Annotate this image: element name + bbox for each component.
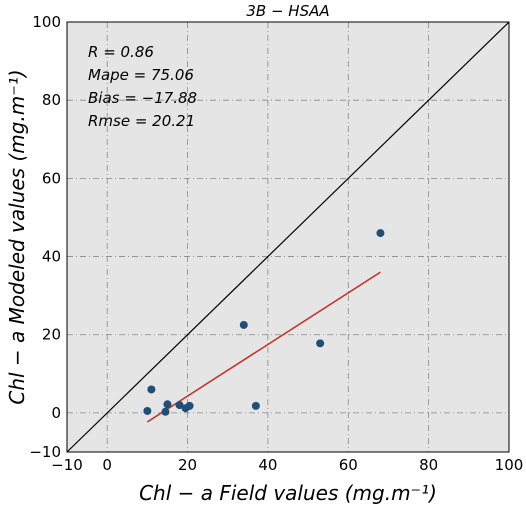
fit-line xyxy=(146,271,381,423)
x-tick-label-4: 60 xyxy=(339,456,358,474)
data-point-6 xyxy=(185,401,194,410)
x-tick-label-2: 20 xyxy=(178,456,197,474)
chart-title: 3B − HSAA xyxy=(246,2,329,20)
data-point-4 xyxy=(175,401,184,410)
y-tick-label-1: 0 xyxy=(51,404,61,422)
stat-line-3: Rmse = 20.21 xyxy=(88,112,195,130)
data-point-1 xyxy=(147,385,156,394)
data-point-2 xyxy=(161,407,170,416)
x-tick-label-5: 80 xyxy=(419,456,438,474)
y-tick-label-6: 100 xyxy=(32,13,61,31)
stats-box: R = 0.86 Mape = 75.06 Bias = −17.88 Rmse = … xyxy=(88,43,197,130)
data-point-7 xyxy=(239,320,248,329)
y-tick-label-5: 80 xyxy=(42,91,61,109)
y-tick-label-4: 60 xyxy=(42,169,61,187)
plot-frame xyxy=(66,21,510,453)
x-tick-label-3: 40 xyxy=(258,456,277,474)
x-tick-label-6: 100 xyxy=(495,456,524,474)
x-tick-label-0: −10 xyxy=(51,456,83,474)
x-axis-label: Chl − a Field values (mg.m⁻¹) xyxy=(139,481,437,505)
x-tick-label-1: 0 xyxy=(102,456,112,474)
data-point-8 xyxy=(251,401,260,410)
data-point-0 xyxy=(143,406,152,415)
data-point-3 xyxy=(163,400,172,409)
y-tick-label-3: 40 xyxy=(42,248,61,266)
data-point-9 xyxy=(316,339,325,348)
y-tick-label-2: 20 xyxy=(42,326,61,344)
y-axis-label: Chl − a Modeled values (mg.m⁻¹) xyxy=(5,69,29,404)
data-points xyxy=(143,229,385,416)
data-point-10 xyxy=(376,229,385,238)
stat-line-1: Mape = 75.06 xyxy=(88,66,194,84)
identity-line xyxy=(66,21,510,453)
stat-line-2: Bias = −17.88 xyxy=(88,89,197,107)
chart-lines xyxy=(66,21,510,453)
stat-line-0: R = 0.86 xyxy=(88,43,154,61)
y-tick-label-0: −10 xyxy=(29,443,61,461)
axis-ticks: −10 0 20 40 60 80 100 −10 0 20 40 60 80 100 xyxy=(29,13,523,474)
